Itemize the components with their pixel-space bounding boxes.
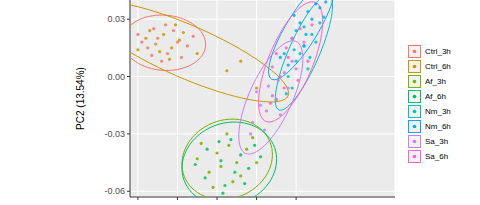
html-text:Ctrl_3h: Ctrl_3h xyxy=(425,47,451,56)
html-text:Ctrl_6h: Ctrl_6h xyxy=(425,62,451,71)
svg-text:-0.06: -0.06 xyxy=(104,186,125,196)
html-text:Nm_3h: Nm_3h xyxy=(425,107,451,116)
svg-text:-0.03: -0.03 xyxy=(104,129,125,139)
html-text:Nm_6h: Nm_6h xyxy=(425,122,451,131)
html-text:Sa_6h: Sa_6h xyxy=(425,152,449,161)
svg-text:0.00: 0.00 xyxy=(107,72,125,82)
html-text:Af_3h: Af_3h xyxy=(425,77,446,86)
html-text:Sa_3h: Sa_3h xyxy=(425,137,449,146)
svg-text:PC2 (13.54%): PC2 (13.54%) xyxy=(75,67,86,130)
html-text:Af_6h: Af_6h xyxy=(425,92,446,101)
svg-text:0.03: 0.03 xyxy=(107,14,125,24)
